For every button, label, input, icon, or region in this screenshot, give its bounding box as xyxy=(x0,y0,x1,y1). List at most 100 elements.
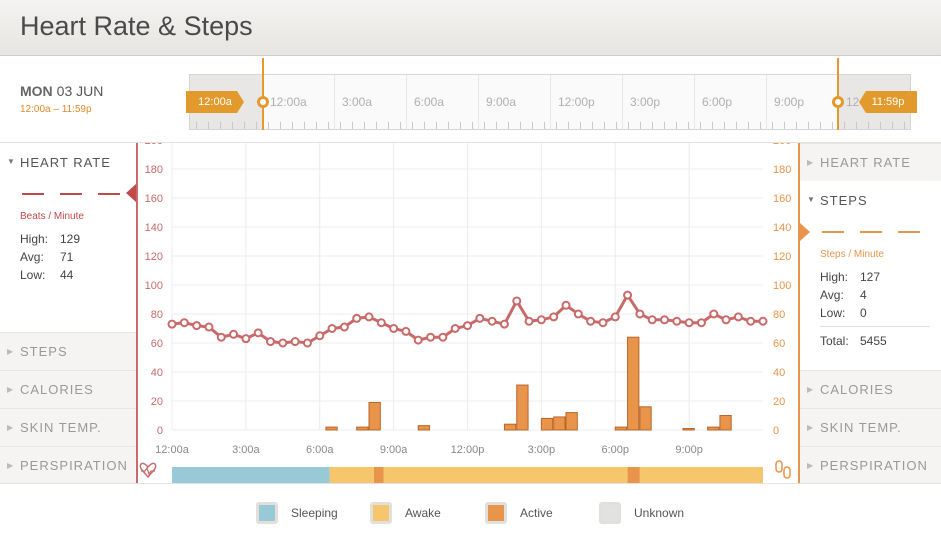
heart-low-row: Low: 44 xyxy=(20,268,73,282)
timeline-minor-tick xyxy=(580,122,581,129)
sidebar-item-calories-right[interactable]: ▶ CALORIES xyxy=(800,370,941,408)
active-pointer-icon xyxy=(126,184,136,202)
heart-rate-point xyxy=(376,318,386,328)
steps-total-value: 5455 xyxy=(860,334,887,348)
heart-rate-point xyxy=(499,319,509,329)
timeline-minor-tick xyxy=(340,122,341,129)
sidebar-item-steps[interactable]: ▶ STEPS xyxy=(0,332,136,370)
sidebar-item-label: STEPS xyxy=(20,344,68,359)
heart-rate-point xyxy=(389,324,399,333)
timeline-gridline xyxy=(478,75,479,129)
heart-rate-point xyxy=(696,318,706,328)
steps-high-label: High: xyxy=(820,270,849,284)
collapse-arrow-icon: ▼ xyxy=(807,195,816,204)
steps-section-title[interactable]: ▼ STEPS xyxy=(807,193,868,208)
heart-line-swatch-3 xyxy=(98,193,120,195)
page-title: Heart Rate & Steps xyxy=(20,11,253,41)
sidebar-item-label: CALORIES xyxy=(820,382,894,397)
sidebar-item-skin-temp[interactable]: ▶ SKIN TEMP. xyxy=(0,408,136,446)
timeline-label: 12:00a xyxy=(270,95,307,109)
timeline-scrubber[interactable]: 12:00a 3:00a 6:00a 9:00a 12:00p 3:00p 6:00p 9:0… xyxy=(189,58,911,130)
timeline-gridline xyxy=(334,75,335,129)
heart-rate-point xyxy=(758,316,768,326)
activity-band-awake xyxy=(329,467,374,483)
end-handle-line[interactable] xyxy=(837,58,839,130)
awake-swatch xyxy=(370,502,392,524)
timeline-minor-tick xyxy=(892,122,893,129)
heart-line-swatch-1 xyxy=(22,193,44,195)
heart-steps-chart: 0 20 40 60 80 100 120 140 160 180 200 0 20 40 60 80 100 1… xyxy=(136,135,800,483)
timeline-minor-tick xyxy=(688,122,689,129)
activity-band-active xyxy=(373,467,384,483)
heart-rate-title: HEART RATE xyxy=(20,155,111,170)
timeline-gridline xyxy=(406,75,407,129)
x-tick-label: 6:00a xyxy=(306,444,334,456)
heart-rate-point xyxy=(315,331,325,341)
footstep-right-icon xyxy=(783,466,791,479)
timeline-minor-tick xyxy=(448,122,449,129)
legend-label: Sleeping xyxy=(291,506,338,520)
timeline-minor-tick xyxy=(628,122,629,129)
heart-rate-point xyxy=(327,324,337,333)
timeline-minor-tick xyxy=(304,122,305,129)
heart-rate-point xyxy=(647,315,657,325)
sidebar-item-perspiration-right[interactable]: ▶ PERSPIRATION xyxy=(800,446,941,484)
y-left-tick-label: 200 xyxy=(145,143,163,147)
timeline-minor-tick xyxy=(748,122,749,129)
legend-label: Awake xyxy=(405,506,441,520)
steps-bar xyxy=(614,426,628,431)
footstep-left-icon xyxy=(775,460,783,473)
start-handle[interactable] xyxy=(257,96,269,108)
timeline-minor-tick xyxy=(292,122,293,129)
sidebar-item-label: PERSPIRATION xyxy=(20,458,128,473)
timeline-minor-tick xyxy=(412,122,413,129)
y-right-tick-label: 20 xyxy=(773,396,785,408)
y-right-tick-label: 80 xyxy=(773,309,785,321)
x-tick-label: 9:00p xyxy=(675,444,703,456)
y-right-tick-label: 60 xyxy=(773,338,785,350)
heart-rate-point xyxy=(426,332,436,342)
timeline-minor-tick xyxy=(208,122,209,129)
y-left-tick-label: 180 xyxy=(145,164,163,176)
chart-area: 0 20 40 60 80 100 120 140 160 180 200 0 20 40 60 80 100 1… xyxy=(136,135,800,483)
timeline-minor-tick xyxy=(736,122,737,129)
activity-band-active xyxy=(627,467,640,483)
heart-rate-point xyxy=(536,315,546,325)
sleeping-swatch xyxy=(256,502,278,524)
heart-rate-point xyxy=(475,313,485,323)
timeline-minor-tick xyxy=(904,122,905,129)
y-left-tick-label: 20 xyxy=(151,396,163,408)
heart-rate-point xyxy=(635,309,645,319)
steps-title: STEPS xyxy=(820,193,868,208)
sidebar-item-perspiration[interactable]: ▶ PERSPIRATION xyxy=(0,446,136,484)
timeline-minor-tick xyxy=(328,122,329,129)
timeline-minor-tick xyxy=(388,122,389,129)
steps-bar xyxy=(639,406,652,431)
start-time-flag[interactable]: 12:00a xyxy=(186,91,244,113)
steps-bar xyxy=(368,401,381,431)
timeline-minor-tick xyxy=(832,122,833,129)
selected-date: MON 03 JUN xyxy=(20,83,103,99)
timeline-minor-tick xyxy=(556,122,557,129)
end-handle[interactable] xyxy=(832,96,844,108)
y-right-tick-label: 140 xyxy=(773,222,791,234)
y-right-tick-label: 160 xyxy=(773,193,791,205)
sidebar-item-heart-rate[interactable]: ▶ HEART RATE xyxy=(800,143,941,181)
end-time-flag[interactable]: 11:59p xyxy=(859,91,917,113)
sidebar-item-calories[interactable]: ▶ CALORIES xyxy=(0,370,136,408)
heart-rate-section-title[interactable]: ▼ HEART RATE xyxy=(7,155,111,170)
steps-high-value: 127 xyxy=(860,270,881,284)
heart-rate-point xyxy=(302,338,312,348)
timeline-minor-tick xyxy=(640,122,641,129)
timeline-minor-tick xyxy=(604,122,605,129)
sidebar-item-skin-temp-right[interactable]: ▶ SKIN TEMP. xyxy=(800,408,941,446)
heart-icon xyxy=(139,462,157,479)
heart-rate-point xyxy=(364,312,374,322)
timeline-minor-tick xyxy=(592,122,593,129)
weekday: MON xyxy=(20,83,53,99)
expand-arrow-icon: ▶ xyxy=(7,347,15,356)
start-handle-line[interactable] xyxy=(262,58,264,130)
steps-total-label: Total: xyxy=(820,334,849,348)
heart-rate-point xyxy=(266,337,275,347)
heart-rate-point xyxy=(413,335,423,345)
